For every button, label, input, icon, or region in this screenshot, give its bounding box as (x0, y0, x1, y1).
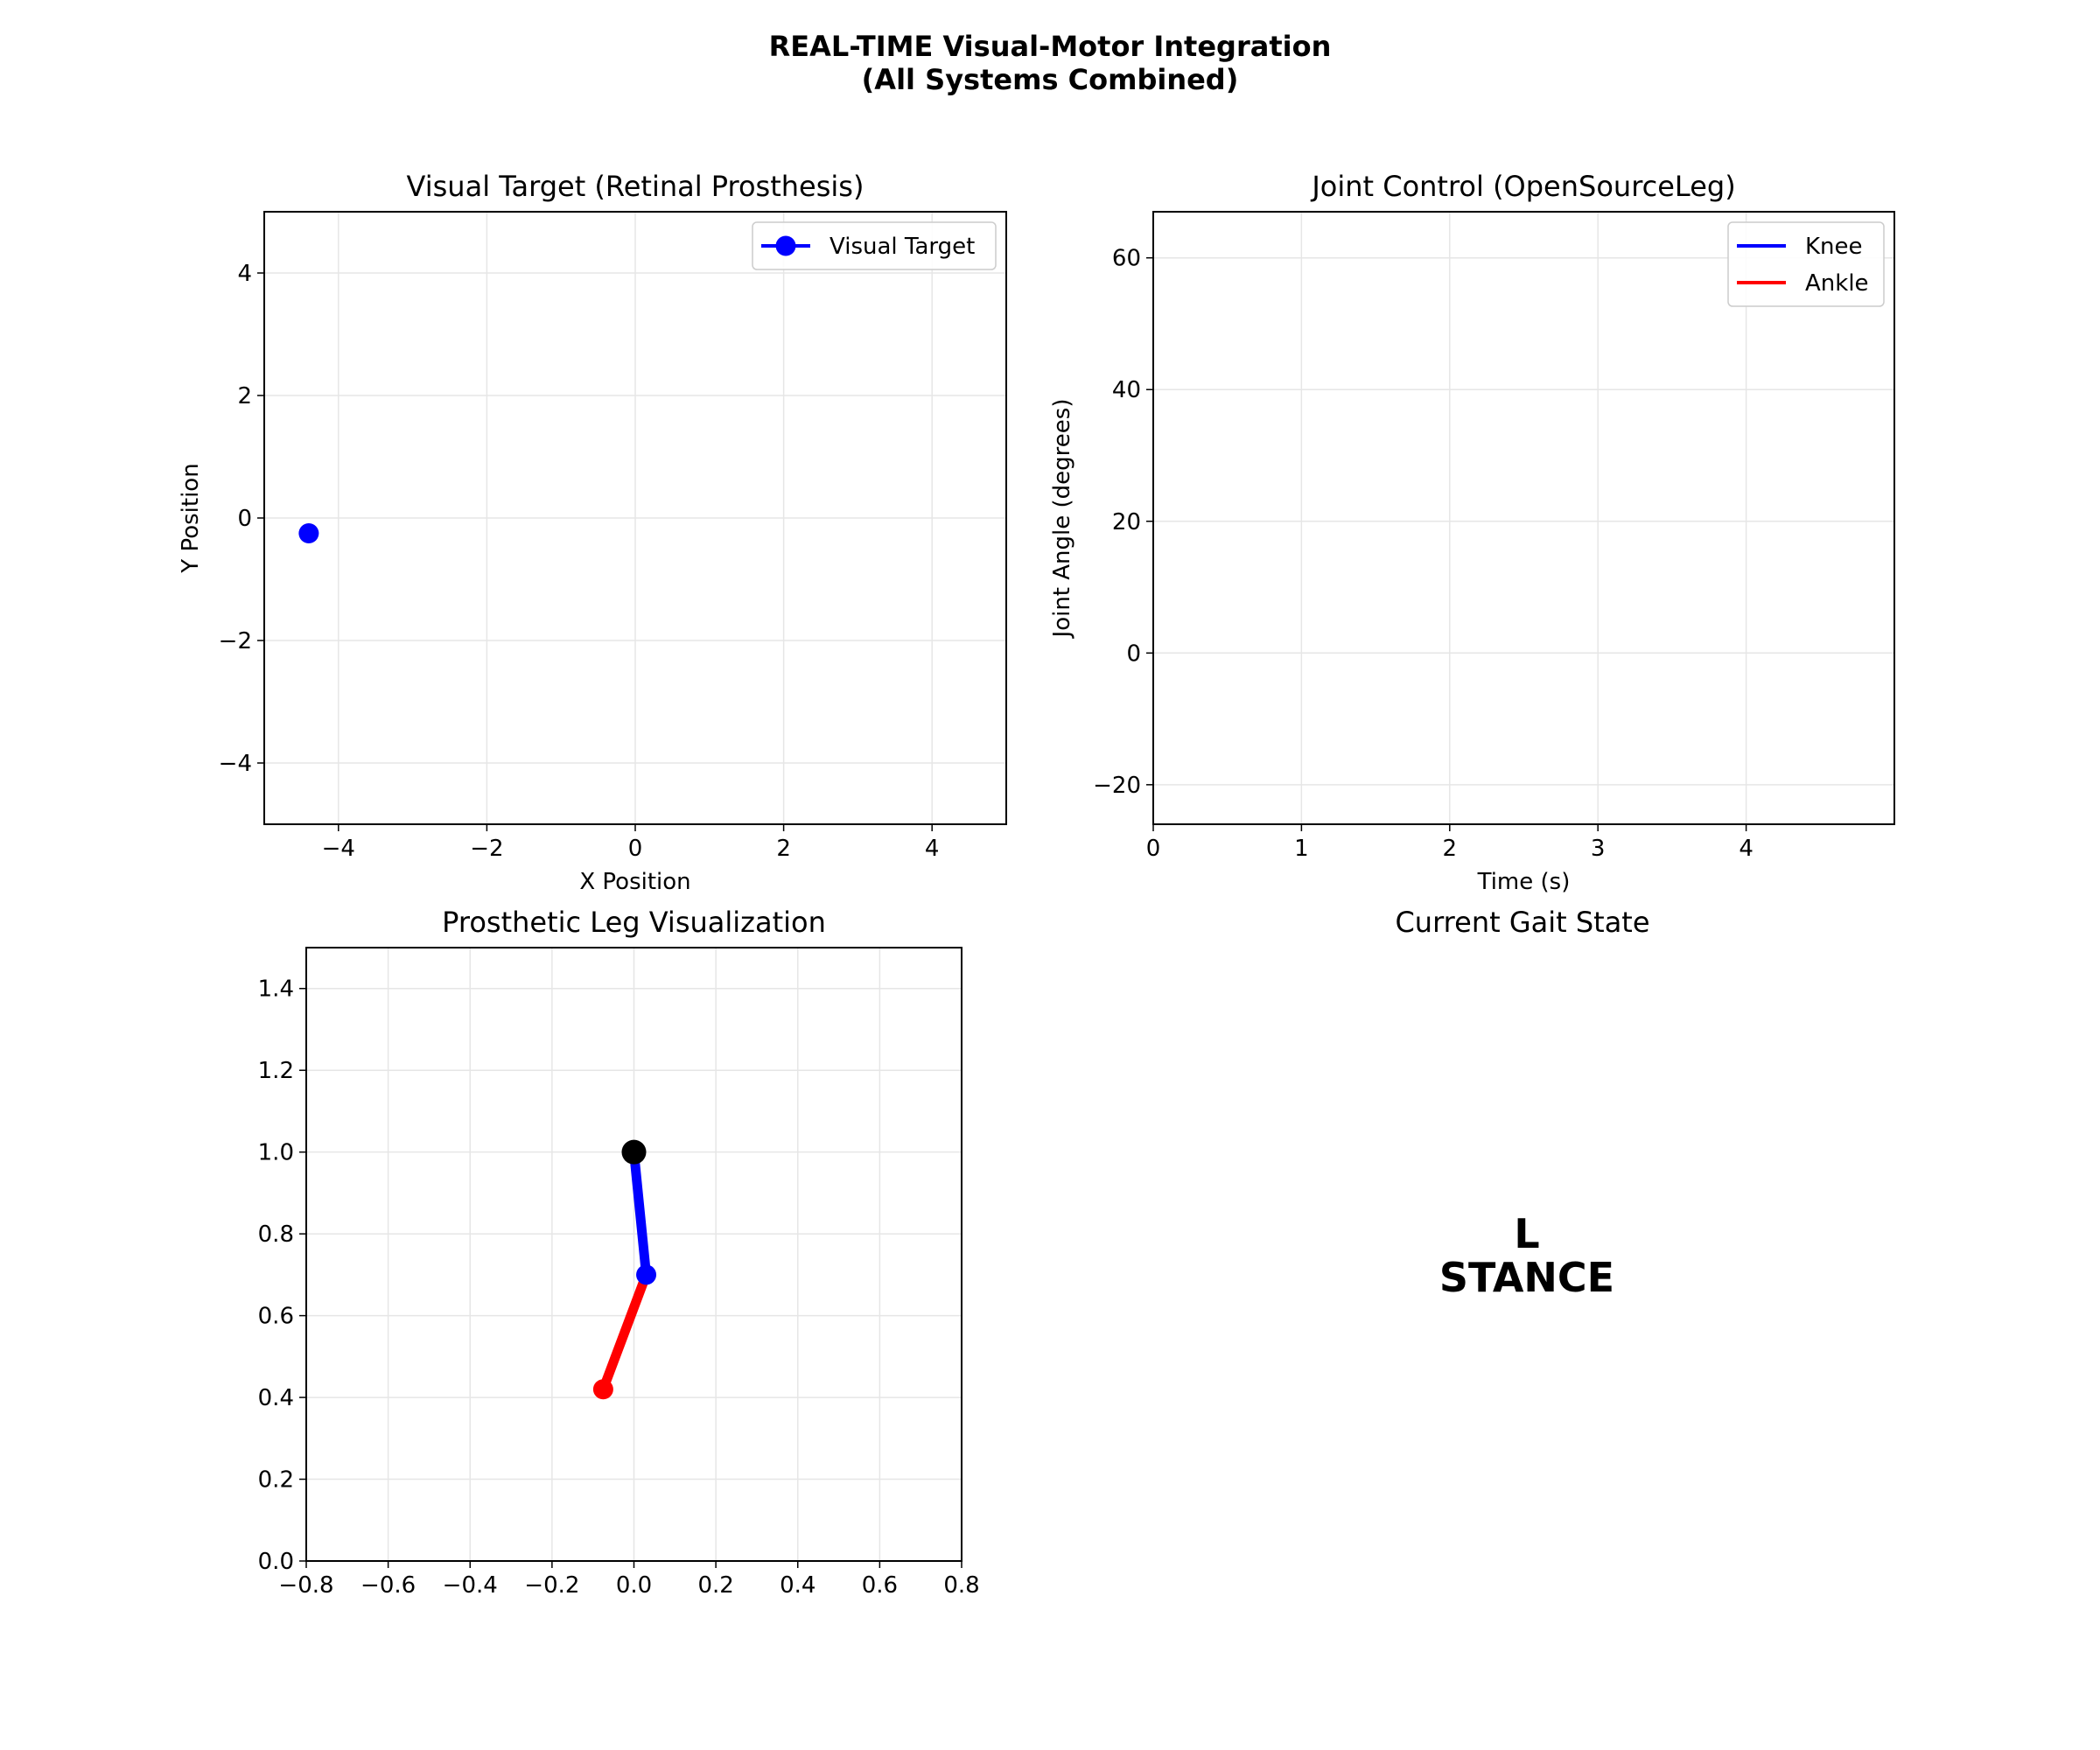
joint-ylabel: Joint Angle (degrees) (1049, 399, 1075, 640)
joint-legend: Knee Ankle (1727, 221, 1885, 307)
y-tick-label: 40 (1112, 377, 1141, 403)
figure-title-line1: REAL-TIME Visual-Motor Integration (769, 30, 1332, 63)
y-tick-label: 0.0 (258, 1549, 294, 1575)
legend-marker (775, 235, 796, 256)
gait-state-side: L (1514, 1210, 1539, 1257)
y-tick-label: 60 (1112, 246, 1141, 272)
prosthetic-leg-plot: Prosthetic Leg Visualization −0.8 −0.6 −0.4… (258, 906, 980, 1599)
x-tick-label: 0.4 (780, 1572, 816, 1599)
visual-target-point (298, 523, 319, 543)
legend-box (752, 221, 997, 270)
x-tick-label: −0.2 (524, 1572, 579, 1599)
visual-target-plot: Visual Target (Retinal Prosthesis) −4 −2 0 2… (178, 170, 1007, 895)
y-tick-label: 0.2 (258, 1467, 294, 1494)
x-tick-label: −0.4 (443, 1572, 498, 1599)
x-tick-label: 0.8 (943, 1572, 979, 1599)
gait-state-phase: STANCE (1439, 1254, 1614, 1301)
x-tick-label: −4 (322, 836, 355, 862)
leg-title: Prosthetic Leg Visualization (442, 906, 826, 939)
legend-label: Ankle (1805, 270, 1869, 297)
x-tick-label: 2 (776, 836, 791, 862)
x-tick-label: 0.0 (616, 1572, 652, 1599)
visual-legend: Visual Target (752, 221, 997, 270)
y-tick-label: −4 (219, 751, 252, 777)
x-tick-label: 1 (1294, 836, 1309, 862)
x-tick-label: 2 (1443, 836, 1458, 862)
shank-segment (598, 1270, 652, 1395)
legend-box (1727, 221, 1885, 307)
visual-ylabel: Y Position (178, 463, 204, 573)
y-tick-label: 1.0 (258, 1140, 294, 1166)
joint-axes-frame (1152, 211, 1895, 825)
x-tick-label: −2 (470, 836, 503, 862)
joint-xlabel: Time (s) (1477, 869, 1571, 895)
y-tick-label: −2 (219, 628, 252, 654)
x-tick-label: 4 (925, 836, 940, 862)
joint-control-plot: Joint Control (OpenSourceLeg) 0 1 2 3 4 −20 0 20… (1049, 170, 1895, 895)
visual-xlabel: X Position (579, 869, 690, 895)
y-tick-label: 1.2 (258, 1058, 294, 1084)
y-tick-label: 0 (1126, 640, 1141, 667)
x-tick-label: −0.6 (360, 1572, 416, 1599)
y-tick-label: 4 (237, 261, 252, 287)
y-tick-label: 2 (237, 383, 252, 410)
x-tick-label: −0.8 (278, 1572, 333, 1599)
gait-state-panel: Current Gait State L STANCE (1395, 906, 1649, 1301)
ankle-joint (592, 1379, 613, 1400)
y-tick-label: 0.8 (258, 1222, 294, 1248)
y-tick-label: 0 (237, 506, 252, 532)
y-tick-label: −20 (1093, 773, 1141, 799)
legend-label: Visual Target (830, 234, 975, 260)
x-tick-label: 0.2 (697, 1572, 733, 1599)
thigh-segment (629, 1147, 652, 1280)
y-tick-label: 0.4 (258, 1385, 294, 1411)
x-tick-label: 0.6 (862, 1572, 898, 1599)
gait-state-title: Current Gait State (1395, 906, 1649, 939)
legend-label: Knee (1805, 234, 1863, 260)
hip-joint (621, 1139, 647, 1165)
x-tick-label: 3 (1591, 836, 1606, 862)
x-tick-label: 0 (1146, 836, 1161, 862)
x-tick-label: 0 (628, 836, 643, 862)
y-tick-label: 20 (1112, 509, 1141, 536)
x-tick-label: 4 (1739, 836, 1754, 862)
y-tick-label: 0.6 (258, 1304, 294, 1330)
visual-title: Visual Target (Retinal Prosthesis) (407, 170, 864, 203)
knee-joint (636, 1264, 657, 1285)
joint-title: Joint Control (OpenSourceLeg) (1310, 170, 1735, 203)
figure-title-line2: (All Systems Combined) (862, 63, 1239, 96)
y-tick-label: 1.4 (258, 976, 294, 1003)
